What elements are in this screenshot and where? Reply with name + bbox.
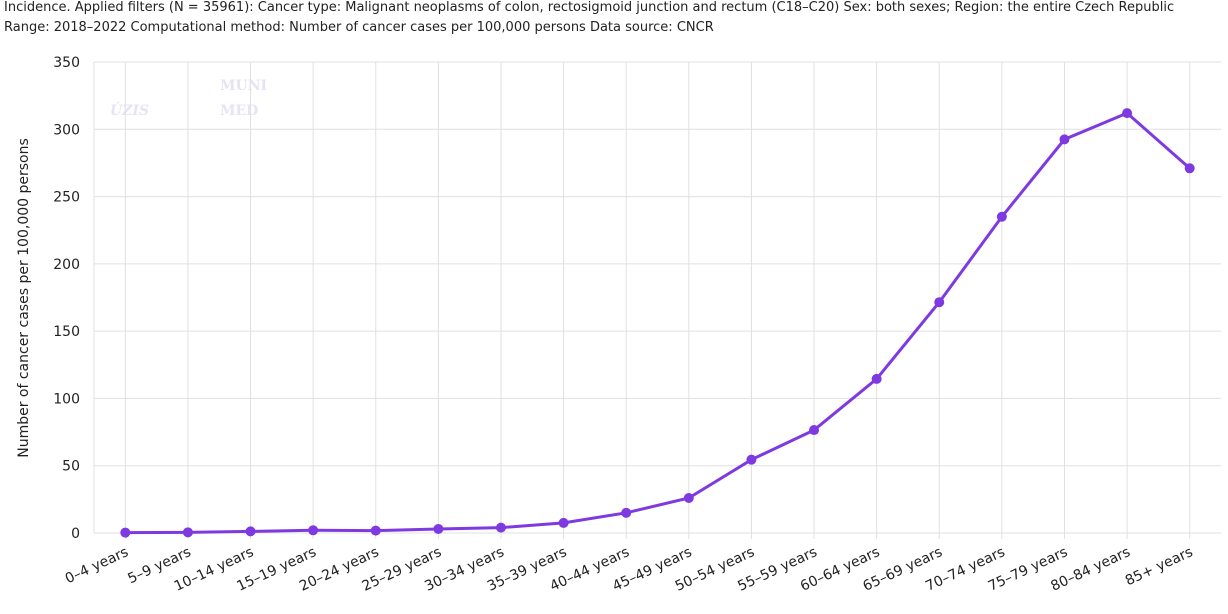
y-tick-label: 100 [53,391,80,407]
point [558,517,569,528]
watermark: MED [220,103,258,119]
y-tick-label: 50 [62,459,80,475]
point [182,527,193,538]
line [125,111,1191,535]
chart-title: Incidence. Applied filters (N = 35961): … [4,0,1174,15]
y-axis-label: Number of cancer cases per 100,000 perso… [16,138,32,458]
y-tick-label: 350 [53,55,80,71]
y-tick-label: 250 [53,190,80,206]
y-tick-label: 200 [53,257,80,273]
x-tick-label: 0–4 years [63,544,131,587]
chart-subtitle: Range: 2018–2022 Computational method: N… [4,20,714,35]
point [370,525,381,536]
y-tick-label: 300 [53,122,80,138]
x-tick-label: 85+ years [1123,544,1195,589]
point [746,454,757,465]
point [621,507,632,518]
y-tick-label: 0 [71,526,80,542]
point [120,527,131,538]
point [809,425,820,436]
y-tick-label: 150 [53,324,80,340]
point [1184,163,1195,174]
point [871,373,882,384]
watermark: ÚZIS [110,101,149,119]
watermark: MUNI [220,78,267,94]
point [934,297,945,308]
point [683,493,694,504]
point [308,525,319,536]
point [495,522,506,533]
point [245,526,256,537]
point [1059,134,1070,145]
point [433,523,444,534]
point [996,211,1007,222]
point [1122,108,1133,119]
